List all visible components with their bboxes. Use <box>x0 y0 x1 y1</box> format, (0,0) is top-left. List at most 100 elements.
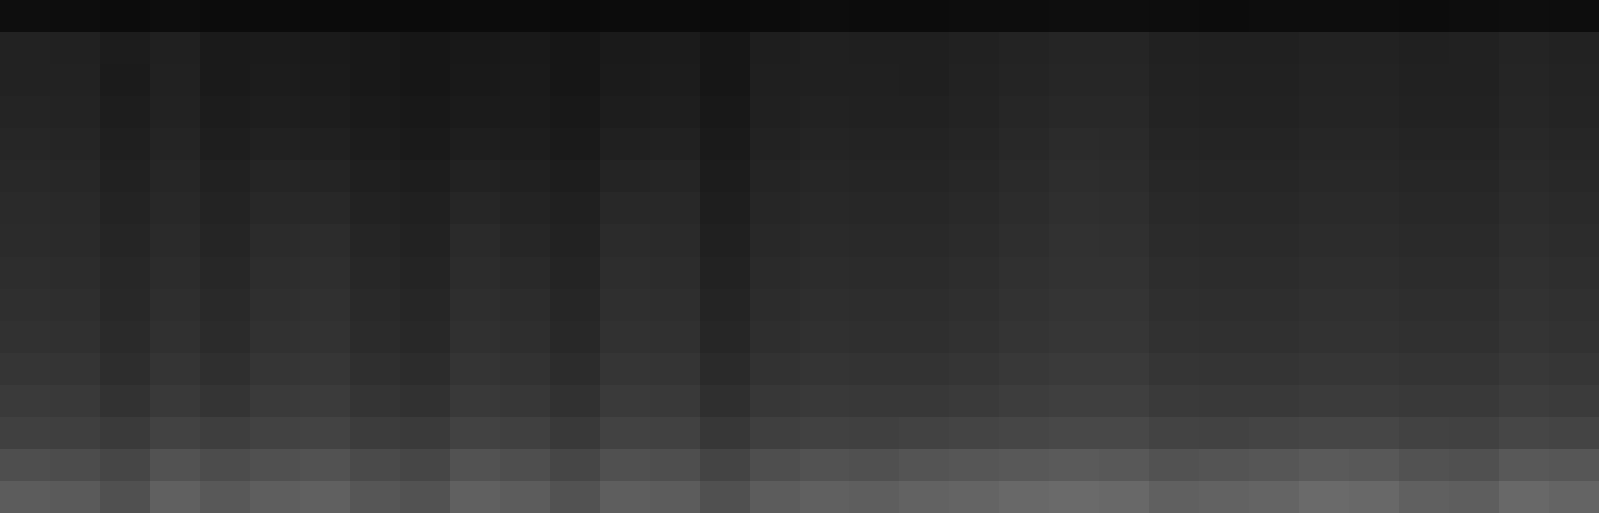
cell <box>949 96 1000 129</box>
cell <box>1099 0 1150 33</box>
cell <box>1499 160 1550 193</box>
cell <box>1249 449 1300 482</box>
cell <box>450 289 501 322</box>
cell <box>1449 417 1500 450</box>
cell <box>200 321 251 354</box>
cell <box>400 417 451 450</box>
cell <box>1149 481 1200 513</box>
cell <box>1099 64 1150 97</box>
cell <box>100 128 151 161</box>
cell <box>350 257 401 290</box>
cell <box>1299 449 1350 482</box>
cell <box>600 32 651 65</box>
cell <box>200 257 251 290</box>
cell <box>350 192 401 225</box>
cell <box>0 289 51 322</box>
cell <box>1449 96 1500 129</box>
cell <box>300 353 351 386</box>
cell <box>1199 417 1250 450</box>
cell <box>849 385 900 418</box>
cell <box>700 192 751 225</box>
cell <box>1399 321 1450 354</box>
cell <box>1299 64 1350 97</box>
cell <box>350 0 401 33</box>
cell <box>1299 192 1350 225</box>
cell <box>0 257 51 290</box>
cell <box>450 257 501 290</box>
cell <box>550 417 601 450</box>
cell <box>1349 321 1400 354</box>
cell <box>1299 0 1350 33</box>
cell <box>999 64 1050 97</box>
cell <box>250 224 301 257</box>
cell <box>50 224 101 257</box>
cell <box>1199 257 1250 290</box>
cell <box>1199 224 1250 257</box>
cell <box>949 257 1000 290</box>
cell <box>1099 385 1150 418</box>
cell <box>100 289 151 322</box>
cell <box>100 0 151 33</box>
cell <box>1199 192 1250 225</box>
cell <box>999 192 1050 225</box>
cell <box>50 128 101 161</box>
cell <box>1099 321 1150 354</box>
cell <box>50 96 101 129</box>
cell <box>400 0 451 33</box>
cell <box>1549 96 1599 129</box>
cell <box>1149 449 1200 482</box>
cell <box>849 192 900 225</box>
cell <box>1349 385 1400 418</box>
cell <box>300 192 351 225</box>
cell <box>1299 257 1350 290</box>
cell <box>1249 481 1300 513</box>
cell <box>150 32 201 65</box>
cell <box>500 449 551 482</box>
cell <box>1099 257 1150 290</box>
cell <box>1049 32 1100 65</box>
cell <box>1549 385 1599 418</box>
cell <box>1049 192 1100 225</box>
cell <box>350 321 401 354</box>
cell <box>1499 96 1550 129</box>
cell <box>1149 385 1200 418</box>
cell <box>949 353 1000 386</box>
cell <box>100 96 151 129</box>
cell <box>999 128 1050 161</box>
cell <box>1449 224 1500 257</box>
cell <box>1399 32 1450 65</box>
cell <box>150 64 201 97</box>
cell <box>550 481 601 513</box>
cell <box>1149 257 1200 290</box>
cell <box>500 353 551 386</box>
cell <box>350 385 401 418</box>
cell <box>899 353 950 386</box>
cell <box>1549 0 1599 33</box>
cell <box>0 64 51 97</box>
cell <box>949 417 1000 450</box>
cell <box>800 128 851 161</box>
cell <box>750 449 801 482</box>
cell <box>800 257 851 290</box>
cell <box>450 96 501 129</box>
cell <box>1199 32 1250 65</box>
cell <box>999 321 1050 354</box>
cell <box>1299 289 1350 322</box>
cell <box>1249 224 1300 257</box>
cell <box>450 385 501 418</box>
cell <box>800 160 851 193</box>
cell <box>50 192 101 225</box>
cell <box>1499 224 1550 257</box>
cell <box>550 0 601 33</box>
cell <box>1399 289 1450 322</box>
cell <box>1349 192 1400 225</box>
cell <box>500 289 551 322</box>
cell <box>1149 96 1200 129</box>
cell <box>1249 417 1300 450</box>
cell <box>0 417 51 450</box>
cell <box>1299 32 1350 65</box>
cell <box>300 449 351 482</box>
cell <box>999 32 1050 65</box>
cell <box>750 0 801 33</box>
cell <box>750 64 801 97</box>
